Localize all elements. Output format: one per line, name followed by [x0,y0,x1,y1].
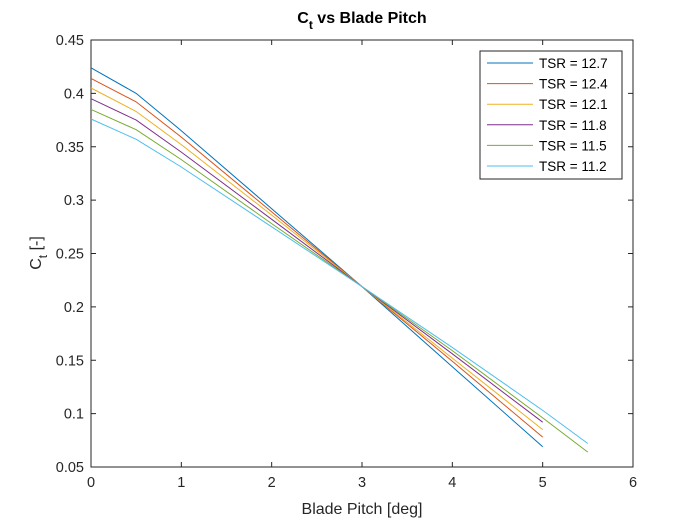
x-tick-label: 4 [448,475,456,491]
series-line-2 [90,77,544,438]
x-tick-label: 2 [268,475,276,491]
y-tick-label: 0.4 [64,86,84,102]
series-line-5 [90,108,589,453]
legend-label-2: TSR = 12.4 [539,77,608,92]
x-tick-label: 6 [629,475,637,491]
y-tick-label: 0.45 [56,33,84,49]
x-tick-label: 1 [177,475,185,491]
x-tick-labels: 0 1 2 3 4 5 6 [87,475,637,491]
x-tick-label: 3 [358,475,366,491]
chart-title: Ct vs Blade Pitch [297,10,426,32]
legend-label-3: TSR = 12.1 [539,97,608,112]
legend-label-1: TSR = 12.7 [539,56,608,71]
legend-label-4: TSR = 11.8 [539,118,607,133]
y-tick-label: 0.05 [56,460,84,476]
legend: TSR = 12.7 TSR = 12.4 TSR = 12.1 TSR = 11.8… [479,50,623,180]
y-axis-label: Ct [-] [28,236,50,270]
y-tick-labels: 0.05 0.1 0.15 0.2 0.25 0.3 0.35 0.4 0.45 [56,33,84,476]
x-tick-label: 0 [87,475,95,491]
y-tick-label: 0.35 [56,140,84,156]
axis-ticks [90,39,634,468]
series-line-1 [90,67,544,448]
legend-label-5: TSR = 11.5 [539,138,607,153]
x-tick-label: 5 [539,475,547,491]
series-line-3 [90,87,544,430]
y-tick-label: 0.1 [64,407,84,423]
y-tick-label: 0.25 [56,247,84,263]
legend-label-6: TSR = 11.2 [539,159,607,174]
series-lines [90,67,589,453]
series-line-6 [90,118,589,444]
y-tick-label: 0.15 [56,353,84,369]
y-tick-label: 0.2 [64,300,84,316]
legend-box [479,50,623,180]
x-axis-label: Blade Pitch [deg] [302,501,423,518]
y-tick-label: 0.3 [64,193,84,209]
series-line-4 [90,98,544,423]
